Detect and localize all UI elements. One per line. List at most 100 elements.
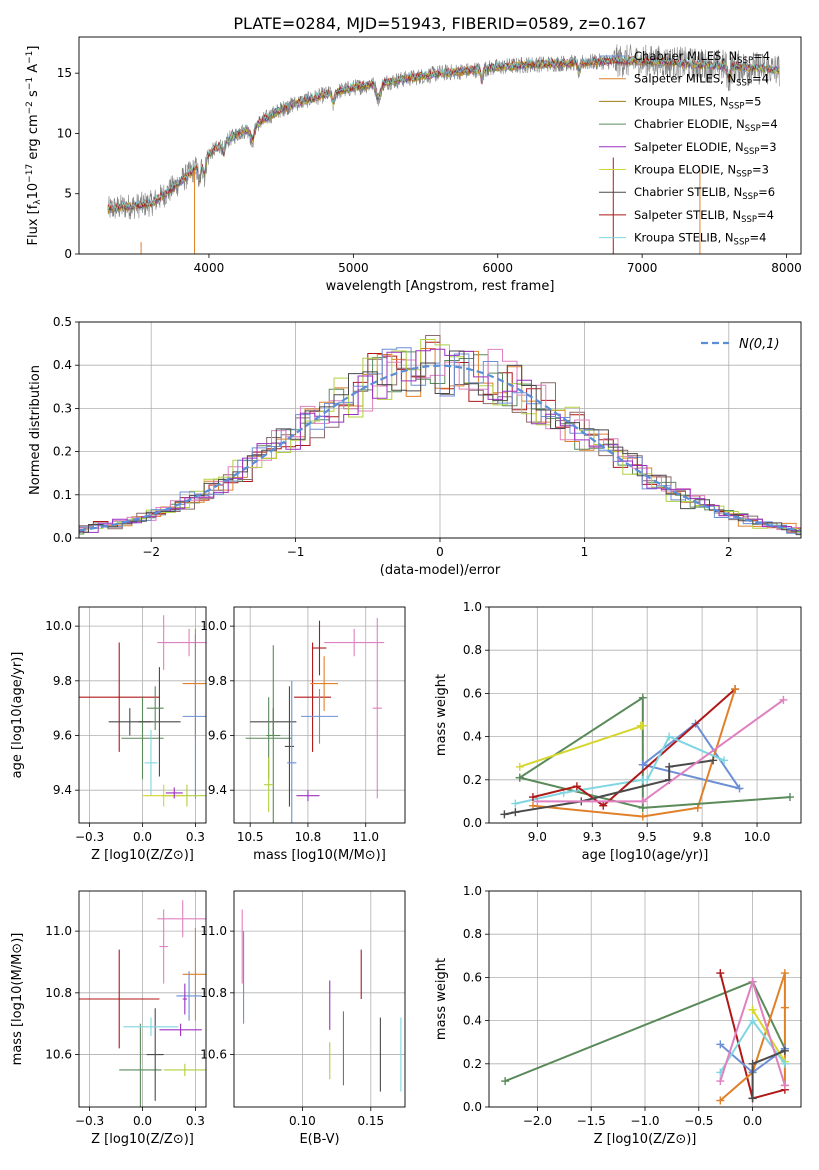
- age_vs_Z-panel: −0.3 0.0 0.3 9.4 9.6 9.8 10.0 Z [log10(Z/Z⊙)] ag…: [10, 606, 207, 863]
- errorbar-point: [79, 949, 160, 1049]
- x-axis-label: wavelength [Angstrom, rest frame]: [326, 279, 555, 294]
- weight-marker: [731, 685, 740, 694]
- weight-marker: [693, 803, 702, 812]
- x-axis-label: mass [log10(M/M⊙)]: [253, 848, 386, 863]
- normal-reference-curve: [79, 364, 801, 532]
- y-axis-label: Normed distribution: [28, 365, 43, 495]
- errorbar-point: [310, 656, 338, 711]
- y-tick-label: 9.4: [208, 783, 227, 797]
- x-tick-label: 6000: [482, 261, 513, 275]
- y-tick-label: 9.6: [208, 729, 227, 743]
- weight-marker: [780, 969, 789, 978]
- weight_vs_age-panel: 9.0 9.3 9.5 9.8 10.0 0.0 0.2 0.4 0.6 0.8 1.0 age [l…: [434, 600, 802, 863]
- weight_vs_Z-panel: −2.0 −1.5 −1.0 −0.5 0.0 0.0 0.2 0.4 0.6 0.8 1.0 Z […: [434, 884, 802, 1147]
- x-tick-label: 0.15: [357, 1114, 384, 1128]
- spectrum-legend: Chabrier MILES, NSSP=4 Salpeter MILES, NS…: [599, 49, 778, 248]
- errorbar-point: [142, 784, 185, 807]
- x-tick-label: −1: [287, 545, 305, 559]
- legend-entry: Kroupa MILES, NSSP=5: [634, 94, 761, 111]
- legend-entry: Kroupa ELODIE, NSSP=3: [634, 163, 769, 180]
- errorbar-point: [163, 1063, 206, 1077]
- weight-marker: [643, 775, 652, 784]
- y-tick-label: 0.8: [463, 927, 482, 941]
- weight-series-line: [642, 796, 791, 809]
- y-tick-label: 0.2: [53, 445, 72, 459]
- plot-frame: [233, 890, 406, 1108]
- weight-marker: [780, 1003, 789, 1012]
- x-tick-label: 8000: [771, 261, 802, 275]
- weight-marker: [511, 799, 520, 808]
- errorbars: [241, 909, 402, 1092]
- weight-marker: [636, 721, 645, 730]
- x-tick-label: −0.3: [75, 830, 104, 844]
- errorbar-point: [146, 686, 164, 731]
- histograms: [79, 335, 801, 536]
- y-tick-label: 10.6: [45, 1048, 72, 1062]
- weight-marker: [748, 1005, 757, 1014]
- weight-marker: [709, 756, 718, 765]
- weight-marker: [780, 1059, 789, 1068]
- weight-marker: [572, 782, 581, 791]
- errorbar-point: [119, 1023, 162, 1107]
- x-tick-label: −0.5: [684, 1114, 713, 1128]
- x-tick-label: 9.0: [528, 830, 547, 844]
- x-tick-label: 9.5: [638, 830, 657, 844]
- errorbar-point: [294, 642, 332, 752]
- weight-marker: [748, 1094, 757, 1103]
- x-tick-label: 10.8: [295, 830, 322, 844]
- y-tick-label: 0.4: [463, 1014, 482, 1028]
- y-tick-label: 0.3: [53, 401, 72, 415]
- plot-frame: [78, 321, 802, 539]
- weight-marker: [533, 797, 542, 806]
- errorbar-point: [287, 680, 297, 823]
- weight-marker: [748, 1016, 757, 1025]
- weight-marker: [748, 1059, 757, 1068]
- y-tick-label: 0.5: [53, 315, 72, 329]
- figure-title: PLATE=0284, MJD=51943, FIBERID=0589, z=0…: [233, 14, 646, 33]
- y-axis-label: mass [log10(M/M⊙)]: [10, 933, 25, 1066]
- x-axis-label: Z [log10(Z/Z⊙)]: [91, 848, 194, 863]
- weight-marker: [716, 1096, 725, 1105]
- x-tick-label: 11.0: [352, 830, 379, 844]
- x-axis-label: Z [log10(Z/Z⊙)]: [594, 1132, 697, 1147]
- x-tick-label: −1.0: [630, 1114, 659, 1128]
- y-tick-label: 10.8: [45, 986, 72, 1000]
- y-axis-label: mass weight: [434, 674, 449, 756]
- y-tick-label: 10.0: [45, 619, 72, 633]
- x-tick-label: 0.3: [186, 1114, 205, 1128]
- y-tick-label: 11.0: [200, 924, 227, 938]
- errorbar-point: [296, 790, 320, 802]
- errorbars: [79, 900, 206, 1107]
- weight-marker: [716, 1040, 725, 1049]
- errorbar-point: [182, 983, 187, 1015]
- errorbar-point: [182, 634, 206, 799]
- y-tick-label: 0.4: [463, 730, 482, 744]
- mass_vs_Z-panel: −0.3 0.0 0.3 10.6 10.8 11.0 Z [log10(Z/Z⊙)] mas…: [10, 890, 207, 1147]
- x-tick-label: 0.0: [743, 1114, 762, 1128]
- weight-marker: [665, 762, 674, 771]
- x-axis-label: (data-model)/error: [380, 563, 501, 578]
- errorbar-point: [284, 686, 295, 807]
- legend-entry: Kroupa STELIB, NSSP=4: [634, 231, 766, 248]
- weight-marker: [638, 760, 647, 769]
- errorbars: [79, 615, 206, 807]
- weight-series-line: [504, 778, 670, 816]
- plot-frame: [78, 606, 207, 824]
- y-axis-label: mass weight: [434, 958, 449, 1040]
- errorbar-point: [165, 787, 183, 799]
- x-tick-label: 0.3: [186, 830, 205, 844]
- errorbar-point: [301, 689, 338, 744]
- spectrum-panel: 4000 5000 6000 7000 8000 0 5 10 15 Chabrier MILES…: [25, 36, 802, 294]
- y-tick-label: 9.6: [53, 729, 72, 743]
- x-tick-label: −1.5: [577, 1114, 606, 1128]
- plot-frame: [488, 606, 802, 824]
- x-tick-label: 0.0: [133, 830, 152, 844]
- errorbars: [245, 617, 385, 823]
- x-tick-label: 7000: [627, 261, 658, 275]
- plot-frame: [78, 890, 207, 1108]
- errorbar-point: [182, 928, 206, 1021]
- y-tick-label: 0.8: [463, 643, 482, 657]
- errorbar-point: [159, 909, 168, 984]
- errorbar-point: [312, 620, 327, 676]
